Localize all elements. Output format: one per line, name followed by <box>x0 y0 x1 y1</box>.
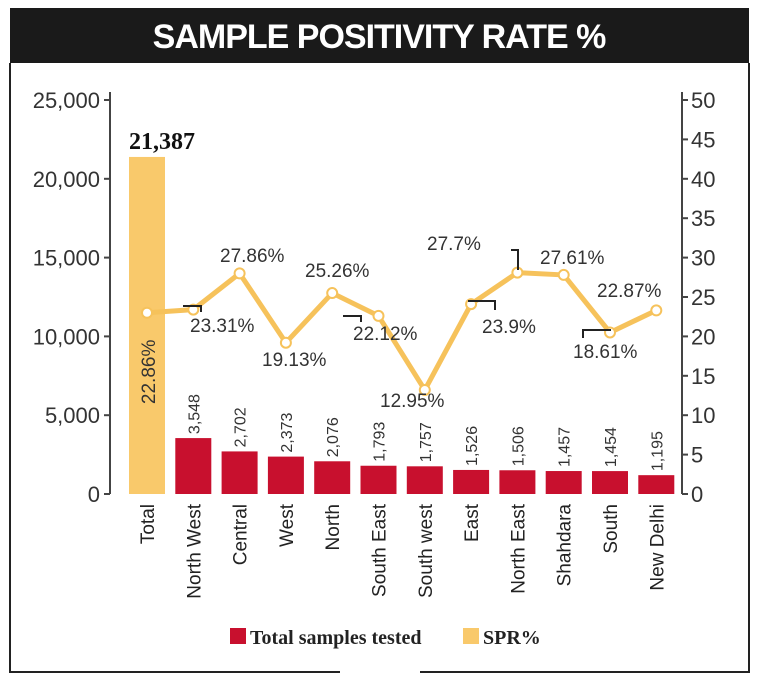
left-tick-label: 10,000 <box>33 324 100 349</box>
right-tick-label: 35 <box>691 206 715 231</box>
bar-value-label: 1,757 <box>418 422 435 462</box>
bar-value-label: 2,373 <box>279 412 296 452</box>
category-label: New Delhi <box>647 504 668 591</box>
right-tick-label: 40 <box>691 167 715 192</box>
bar-shahdara <box>545 471 582 494</box>
bar-new-delhi <box>638 475 675 494</box>
bar-south-east <box>360 465 397 494</box>
category-label: West <box>277 503 298 547</box>
chart-title: SAMPLE POSITIVITY RATE % <box>153 18 606 56</box>
bar-north-west <box>175 438 212 494</box>
spr-label: 23.31% <box>190 316 255 337</box>
spr-point <box>279 336 292 349</box>
category-label: Total <box>138 504 159 544</box>
label-leader-line <box>183 305 202 312</box>
category-label: North East <box>508 503 529 593</box>
category-label: South <box>601 504 622 554</box>
legend-swatch-samples <box>230 628 246 644</box>
left-tick-label: 25,000 <box>33 88 100 113</box>
bar-value-label: 1,457 <box>557 427 574 467</box>
right-tick-label: 5 <box>691 443 703 468</box>
label-leader-line <box>511 249 519 270</box>
bar-north <box>314 461 351 494</box>
legend: Total samples tested SPR% <box>230 627 541 649</box>
bar-value-label: 1,454 <box>603 427 620 467</box>
category-label: Shahdara <box>555 504 576 587</box>
bar-value-label: 2,076 <box>325 417 342 457</box>
spr-label: 23.9% <box>482 317 536 338</box>
category-label: South East <box>370 503 391 597</box>
category-label: North <box>323 504 344 550</box>
spr-point <box>604 326 616 339</box>
spr-point <box>418 383 431 396</box>
spr-line <box>146 270 658 393</box>
spr-point <box>187 303 200 316</box>
left-tick-label: 20,000 <box>33 167 100 192</box>
right-tick-label: 20 <box>691 324 715 349</box>
bar-south <box>592 471 628 494</box>
category-label: Central <box>231 504 252 565</box>
title-bar <box>10 8 749 63</box>
right-tick-label: 0 <box>691 482 703 507</box>
bar-value-label: 21,387 <box>129 129 195 155</box>
label-leader-line <box>343 315 362 322</box>
right-tick-label: 30 <box>691 246 715 271</box>
label-leader-line <box>582 329 611 338</box>
bar-value-label: 1,195 <box>649 431 666 471</box>
spr-label: 27.7% <box>427 234 481 255</box>
category-label: North West <box>184 503 205 598</box>
spr-point <box>326 287 339 300</box>
spr-label: 22.12% <box>353 324 418 345</box>
spr-label: 18.61% <box>573 342 638 363</box>
category-label: South west <box>416 503 437 598</box>
legend-label-spr: SPR% <box>483 627 541 649</box>
bar-value-label: 1,506 <box>510 426 527 466</box>
right-tick-label: 50 <box>691 88 715 113</box>
right-tick-label: 25 <box>691 285 715 310</box>
spr-label: 27.86% <box>220 246 285 267</box>
frame <box>9 63 750 673</box>
spr-point <box>557 268 570 281</box>
right-tick-label: 10 <box>691 403 715 428</box>
bar-total <box>129 156 165 494</box>
legend-label-samples: Total samples tested <box>250 627 421 649</box>
spr-point <box>372 309 385 322</box>
spr-point <box>141 306 153 319</box>
bar-east <box>453 469 490 494</box>
left-tick-label: 0 <box>88 482 100 507</box>
spr-label: 25.26% <box>305 261 370 282</box>
spr-label: 22.86% <box>139 340 160 405</box>
bar-south-west <box>406 466 443 494</box>
right-tick-label: 15 <box>691 364 715 389</box>
left-tick-label: 15,000 <box>33 246 100 271</box>
left-tick-label: 5,000 <box>45 403 100 428</box>
legend-swatch-spr <box>463 628 479 644</box>
bar-central <box>221 451 258 494</box>
bar-value-label: 1,793 <box>372 422 389 462</box>
spr-label: 22.87% <box>597 281 662 302</box>
bar-west <box>267 456 304 494</box>
bar-north-east <box>499 470 536 494</box>
bar-value-label: 2,702 <box>233 407 250 447</box>
spr-label: 19.13% <box>262 350 327 371</box>
spr-label: 27.61% <box>540 248 605 269</box>
right-tick-label: 45 <box>691 127 715 152</box>
spr-point <box>233 267 246 280</box>
bar-value-label: 1,526 <box>464 426 481 466</box>
bar-value-label: 3,548 <box>186 394 203 434</box>
spr-label: 12.95% <box>380 391 445 412</box>
spr-point <box>650 304 663 317</box>
label-leader-line <box>468 300 496 310</box>
category-label: East <box>462 503 483 542</box>
